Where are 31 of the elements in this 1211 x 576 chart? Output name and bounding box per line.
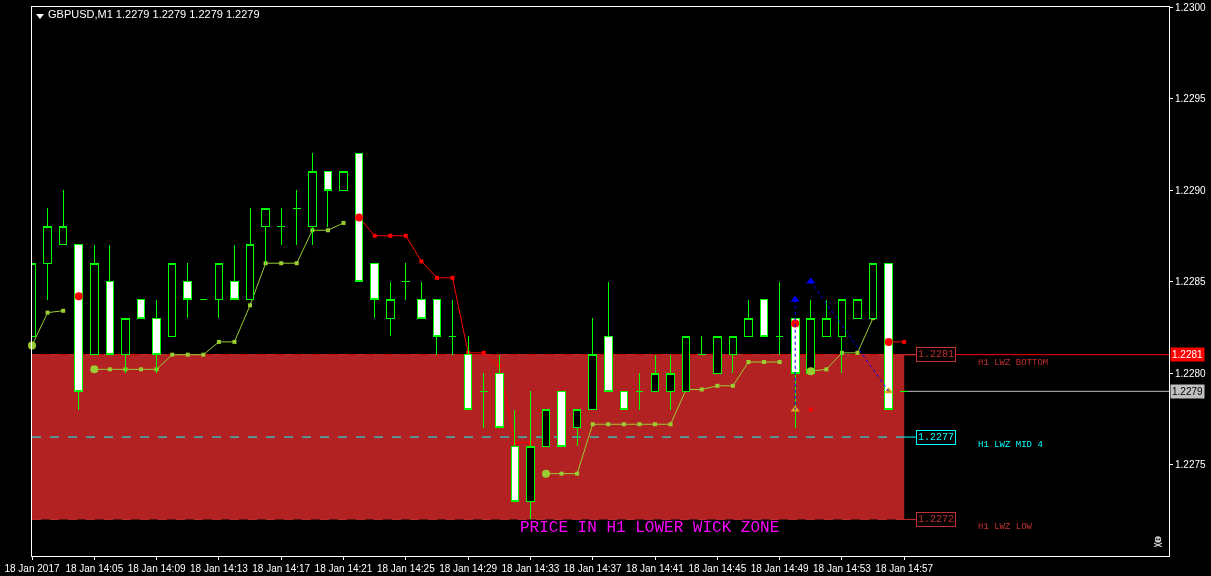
x-tick-label: 18 Jan 14:05 <box>65 563 124 574</box>
x-tick-label: 18 Jan 14:37 <box>563 563 623 574</box>
chart-title: GBPUSD,M1 1.2279 1.2279 1.2279 1.2279 <box>48 7 260 20</box>
annotation: 1.2272 <box>918 514 955 525</box>
x-tick-label: 18 Jan 14:45 <box>688 563 747 574</box>
ref-line-label: 1.2279 <box>1172 386 1204 397</box>
x-tick-label: 18 Jan 14:33 <box>501 563 560 574</box>
y-tick-label: 1.2300 <box>1175 1 1207 13</box>
ref-line-label: H1 LWZ MID 4 <box>978 440 1043 450</box>
x-tick-label: 18 Jan 2017 <box>4 563 60 574</box>
x-tick-label: 18 Jan 14:25 <box>376 563 436 574</box>
x-tick-label: 18 Jan 14:09 <box>127 563 186 574</box>
y-tick-label: 1.2295 <box>1175 93 1207 104</box>
x-tick-label: 18 Jan 14:41 <box>626 563 685 574</box>
y-tick-label: 1.2290 <box>1175 184 1207 196</box>
x-tick-label: 18 Jan 14:21 <box>314 563 373 574</box>
x-tick-label: 18 Jan 14:17 <box>252 563 311 574</box>
x-tick-label: 18 Jan 14:53 <box>813 563 872 574</box>
x-tick-label: 18 Jan 14:13 <box>189 563 249 574</box>
y-tick-label: 1.2280 <box>1175 367 1207 379</box>
y-tick-label: 1.2285 <box>1175 276 1207 287</box>
ref-line-label: H1 LWZ LOW <box>978 522 1033 532</box>
annotation: 1.2281 <box>918 349 955 360</box>
annotation: PRICE IN H1 LOWER WICK ZONE <box>520 519 780 537</box>
x-tick-label: 18 Jan 14:49 <box>750 563 809 574</box>
ref-line-label: 1.2281 <box>1172 349 1204 360</box>
annotation: 1.2277 <box>918 432 955 443</box>
x-tick-label: 18 Jan 14:29 <box>439 563 498 574</box>
y-tick-label: 1.2275 <box>1175 459 1207 470</box>
x-tick-label: 18 Jan 14:57 <box>875 563 934 574</box>
ref-line-label: H1 LWZ BOTTOM <box>978 358 1049 368</box>
